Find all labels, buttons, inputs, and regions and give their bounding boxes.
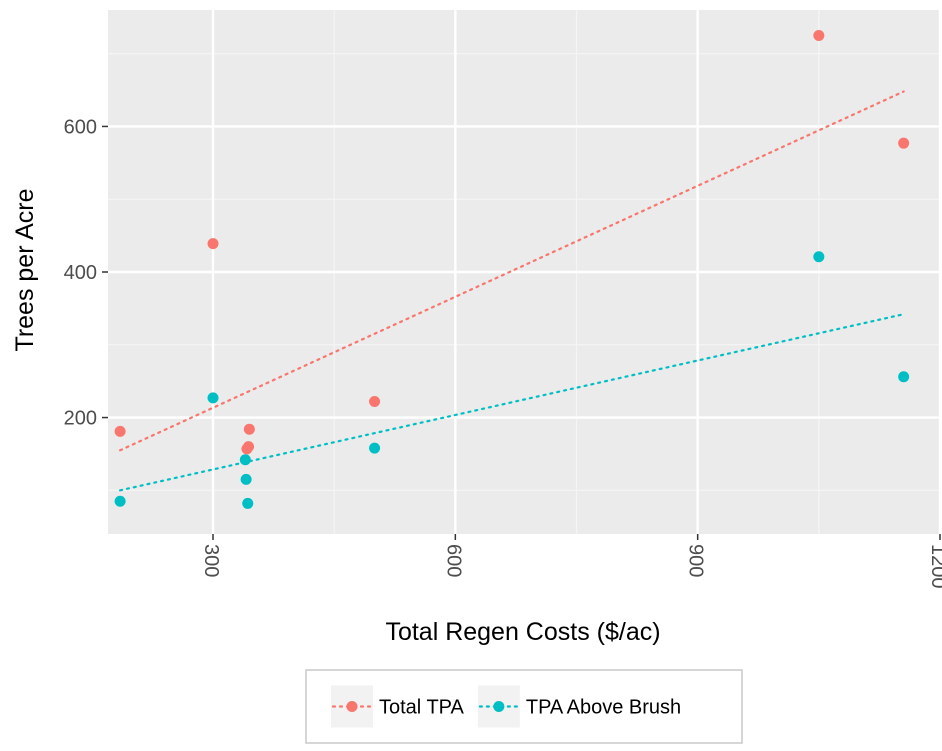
point-series-2	[240, 473, 252, 485]
legend-box	[305, 669, 743, 744]
y-axis-title: Trees per Acre	[11, 188, 39, 351]
x-tick-label: 1200	[927, 544, 942, 589]
x-axis-title: Total Regen Costs ($/ac)	[385, 618, 660, 646]
legend-item-series-1: Total TPA	[331, 685, 465, 728]
y-tick-label: 600	[64, 116, 97, 138]
point-series-1	[243, 423, 255, 435]
x-tick-label: 600	[442, 544, 464, 577]
legend-label: TPA Above Brush	[526, 697, 681, 719]
point-series-1	[114, 425, 126, 437]
point-series-2	[813, 251, 825, 263]
legend-label: Total TPA	[379, 697, 465, 719]
point-series-1	[207, 238, 219, 250]
legend-key-point	[493, 701, 505, 712]
point-series-2	[207, 392, 219, 404]
data-points	[114, 29, 910, 509]
grid-lines	[108, 10, 942, 534]
point-series-2	[239, 454, 251, 466]
point-series-2	[898, 371, 910, 383]
point-series-2	[369, 442, 381, 454]
y-tick-label: 200	[64, 408, 97, 430]
axes: 300 600 900 1200 200 400 600	[64, 116, 942, 588]
y-tick-label: 400	[64, 262, 97, 284]
point-series-2	[242, 497, 254, 509]
x-tick-label: 900	[685, 544, 707, 577]
trend-line-series-2	[119, 313, 905, 492]
x-tick-label: 300	[200, 544, 222, 577]
point-series-1	[813, 29, 825, 41]
point-series-1	[898, 137, 910, 149]
point-series-2	[114, 495, 126, 507]
point-series-1	[243, 441, 255, 453]
trend-lines	[119, 90, 905, 492]
legend: Total TPA TPA Above Brush	[305, 669, 743, 744]
point-series-1	[369, 396, 381, 408]
legend-item-series-2: TPA Above Brush	[477, 685, 681, 728]
legend-key-point	[346, 701, 358, 712]
